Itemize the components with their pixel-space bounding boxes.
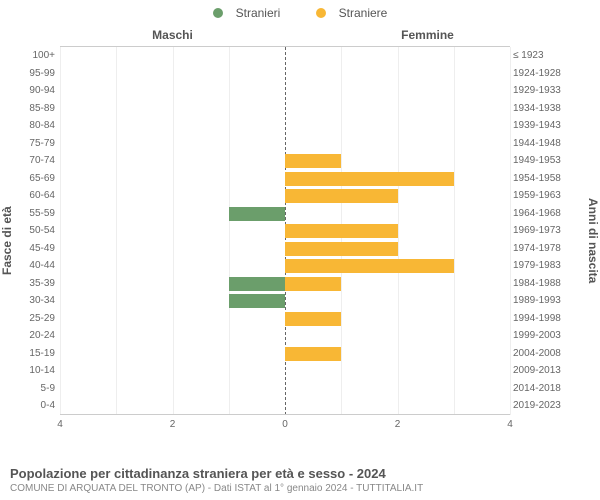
birth-year-label: 1944-1948 (513, 138, 565, 149)
column-headers: Maschi Femmine (60, 28, 540, 44)
pyramid-row: 40-441979-1983 (60, 257, 510, 275)
pyramid-row: 80-841939-1943 (60, 117, 510, 135)
bar-female (285, 154, 341, 168)
birth-year-label: 1974-1978 (513, 243, 565, 254)
gridline (510, 47, 511, 415)
age-label: 35-39 (15, 278, 55, 289)
pyramid-row: 20-241999-2003 (60, 327, 510, 345)
pyramid-row: 45-491974-1978 (60, 240, 510, 258)
age-label: 95-99 (15, 68, 55, 79)
bar-male (229, 277, 285, 291)
legend-item-female: Straniere (308, 6, 396, 20)
legend-label-male: Stranieri (236, 6, 281, 20)
birth-year-label: 2009-2013 (513, 365, 565, 376)
birth-year-label: 1999-2003 (513, 330, 565, 341)
age-label: 85-89 (15, 103, 55, 114)
age-label: 90-94 (15, 85, 55, 96)
header-female: Femmine (315, 28, 540, 42)
pyramid-row: 100+≤ 1923 (60, 47, 510, 65)
legend-label-female: Straniere (339, 6, 388, 20)
pyramid-row: 10-142009-2013 (60, 362, 510, 380)
age-label: 15-19 (15, 348, 55, 359)
pyramid-row: 35-391984-1988 (60, 275, 510, 293)
bar-female (285, 312, 341, 326)
legend: Stranieri Straniere (0, 6, 600, 21)
chart-container: Stranieri Straniere Maschi Femmine Fasce… (0, 0, 600, 500)
bar-female (285, 224, 398, 238)
pyramid-row: 95-991924-1928 (60, 65, 510, 83)
legend-swatch-male (213, 8, 223, 18)
bar-male (229, 207, 285, 221)
birth-year-label: ≤ 1923 (513, 50, 565, 61)
pyramid-row: 15-192004-2008 (60, 345, 510, 363)
birth-year-label: 1954-1958 (513, 173, 565, 184)
birth-year-label: 1929-1933 (513, 85, 565, 96)
age-label: 55-59 (15, 208, 55, 219)
age-label: 100+ (15, 50, 55, 61)
birth-year-label: 2004-2008 (513, 348, 565, 359)
bar-female (285, 189, 398, 203)
age-label: 60-64 (15, 190, 55, 201)
pyramid-row: 25-291994-1998 (60, 310, 510, 328)
y-axis-label-right: Anni di nascita (586, 46, 600, 436)
birth-year-label: 1969-1973 (513, 225, 565, 236)
birth-year-label: 2014-2018 (513, 383, 565, 394)
age-label: 80-84 (15, 120, 55, 131)
plot-area: 100+≤ 192395-991924-192890-941929-193385… (60, 46, 510, 437)
age-label: 30-34 (15, 295, 55, 306)
y-axis-label-left: Fasce di età (0, 46, 14, 436)
age-label: 20-24 (15, 330, 55, 341)
chart-footer: Popolazione per cittadinanza straniera p… (10, 466, 590, 494)
birth-year-label: 1949-1953 (513, 155, 565, 166)
age-label: 25-29 (15, 313, 55, 324)
birth-year-label: 1989-1993 (513, 295, 565, 306)
pyramid-row: 30-341989-1993 (60, 292, 510, 310)
x-tick-label: 0 (282, 419, 288, 430)
bar-female (285, 242, 398, 256)
x-tick-label: 2 (170, 419, 176, 430)
legend-item-male: Stranieri (205, 6, 289, 20)
legend-swatch-female (316, 8, 326, 18)
bar-female (285, 172, 454, 186)
age-label: 0-4 (15, 400, 55, 411)
birth-year-label: 1994-1998 (513, 313, 565, 324)
pyramid-row: 75-791944-1948 (60, 135, 510, 153)
bar-female (285, 277, 341, 291)
age-label: 45-49 (15, 243, 55, 254)
pyramid-row: 90-941929-1933 (60, 82, 510, 100)
age-label: 40-44 (15, 260, 55, 271)
pyramid-row: 85-891934-1938 (60, 100, 510, 118)
chart-subtitle: COMUNE DI ARQUATA DEL TRONTO (AP) - Dati… (10, 483, 590, 494)
birth-year-label: 1979-1983 (513, 260, 565, 271)
birth-year-label: 1939-1943 (513, 120, 565, 131)
birth-year-label: 1934-1938 (513, 103, 565, 114)
x-tick-label: 4 (507, 419, 513, 430)
bar-female (285, 259, 454, 273)
age-label: 50-54 (15, 225, 55, 236)
pyramid-row: 60-641959-1963 (60, 187, 510, 205)
bar-female (285, 347, 341, 361)
x-tick-label: 4 (57, 419, 63, 430)
pyramid-row: 55-591964-1968 (60, 205, 510, 223)
x-axis: 4 2 0 2 4 (60, 414, 510, 437)
birth-year-label: 1964-1968 (513, 208, 565, 219)
chart-title: Popolazione per cittadinanza straniera p… (10, 466, 590, 481)
birth-year-label: 1959-1963 (513, 190, 565, 201)
x-tick-label: 2 (395, 419, 401, 430)
pyramid-row: 0-42019-2023 (60, 397, 510, 415)
bar-male (229, 294, 285, 308)
header-male: Maschi (60, 28, 285, 42)
age-label: 5-9 (15, 383, 55, 394)
age-label: 70-74 (15, 155, 55, 166)
pyramid-row: 5-92014-2018 (60, 380, 510, 398)
pyramid-row: 50-541969-1973 (60, 222, 510, 240)
pyramid-row: 70-741949-1953 (60, 152, 510, 170)
pyramid-row: 65-691954-1958 (60, 170, 510, 188)
birth-year-label: 2019-2023 (513, 400, 565, 411)
age-label: 75-79 (15, 138, 55, 149)
birth-year-label: 1984-1988 (513, 278, 565, 289)
age-label: 10-14 (15, 365, 55, 376)
birth-year-label: 1924-1928 (513, 68, 565, 79)
age-label: 65-69 (15, 173, 55, 184)
